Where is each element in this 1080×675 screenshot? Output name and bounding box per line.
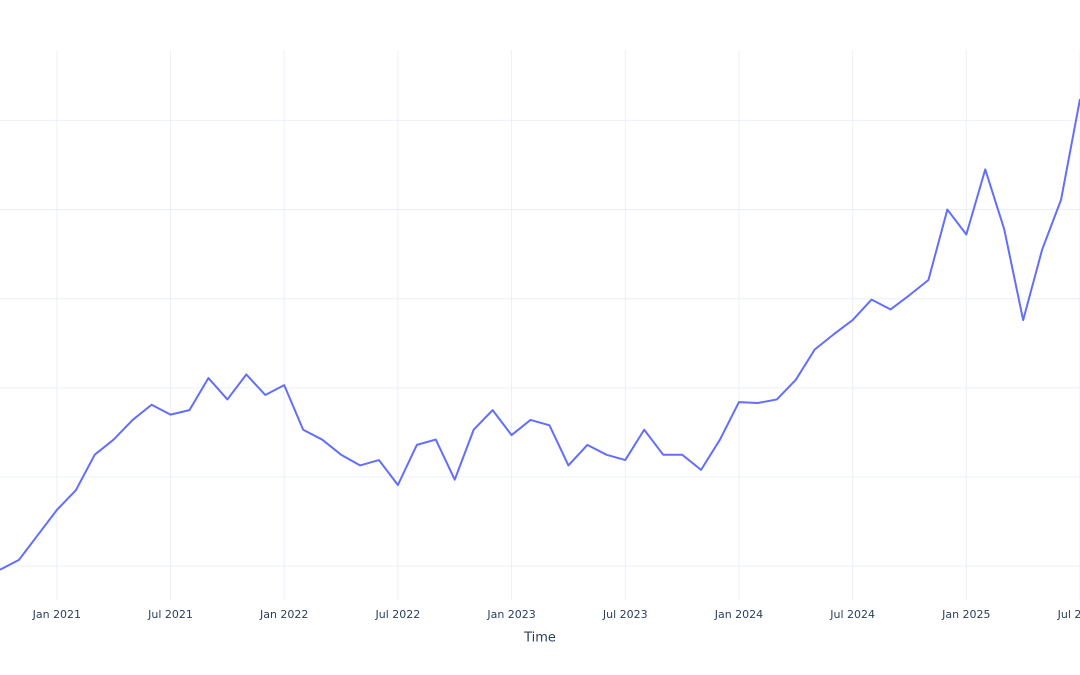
- x-tick-label: Jul 2025: [1057, 608, 1080, 621]
- x-tick-label: Jan 2021: [32, 608, 81, 621]
- x-axis-title: Time: [523, 631, 556, 646]
- x-tick-label: Jan 2025: [941, 608, 990, 621]
- x-tick-label: Jul 2022: [375, 608, 421, 621]
- x-tick-label: Jul 2024: [829, 608, 875, 621]
- x-tick-label: Jan 2023: [486, 608, 535, 621]
- data-line: [0, 98, 1080, 571]
- x-tick-label: Jan 2024: [714, 608, 763, 621]
- x-tick-label: Jul 2021: [147, 608, 193, 621]
- x-tick-label: Jul 2023: [602, 608, 648, 621]
- x-tick-label: Jan 2022: [259, 608, 308, 621]
